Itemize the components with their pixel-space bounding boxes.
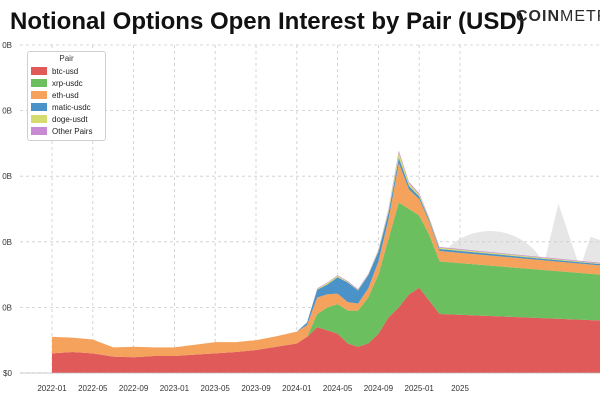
y-tick-label: 0B (2, 172, 12, 181)
area-series-1 (52, 202, 600, 358)
x-tick-label: 2023-05 (201, 384, 231, 393)
x-tick-label: 2024-01 (282, 384, 312, 393)
legend-item: eth-usd (31, 89, 102, 101)
legend-label: Other Pairs (52, 126, 93, 136)
brand-logo-main: COIN (516, 8, 560, 25)
legend-item: Other Pairs (31, 125, 102, 137)
legend-swatch (31, 127, 47, 135)
legend-item: doge-usdt (31, 113, 102, 125)
legend-swatch (31, 103, 47, 111)
legend-item: xrp-usdc (31, 77, 102, 89)
x-tick-label: 2024-05 (323, 384, 353, 393)
y-tick-label: 0B (2, 238, 12, 247)
y-tick-label: 0B (2, 303, 12, 312)
y-tick-label: 0B (2, 107, 12, 116)
legend-item: matic-usdc (31, 101, 102, 113)
legend-swatch (31, 115, 47, 123)
x-tick-label: 2022-05 (78, 384, 108, 393)
legend-title: Pair (59, 54, 74, 63)
x-tick-label: 2024-09 (364, 384, 394, 393)
legend-swatch (31, 91, 47, 99)
legend-swatch (31, 79, 47, 87)
legend-label: xrp-usdc (52, 78, 83, 88)
legend: Pair btc-usd xrp-usdc eth-usd matic-usdc dog… (27, 51, 106, 141)
x-tick-label: 2023-01 (160, 384, 190, 393)
x-axis: 2022-01 2022-05 2022-09 2023-01 2023-05 2023-… (37, 384, 469, 393)
area-series-0 (52, 287, 600, 373)
x-tick-label: 2025 (451, 384, 469, 393)
x-tick-label: 2023-09 (241, 384, 271, 393)
brand-logo: COINMETR (516, 8, 600, 26)
legend-label: eth-usd (52, 90, 79, 100)
x-tick-label: 2022-09 (119, 384, 149, 393)
stacked-areas (20, 150, 600, 374)
brand-logo-tail: METR (560, 8, 600, 25)
y-axis: $0 0B 0B 0B 0B 0B (2, 41, 12, 378)
y-tick-label: 0B (2, 41, 12, 50)
chart-title: Notional Options Open Interest by Pair (… (10, 8, 525, 35)
y-tick-label: $0 (3, 369, 12, 378)
area-series-2 (52, 163, 600, 358)
legend-label: doge-usdt (52, 114, 88, 124)
x-tick-label: 2025-01 (405, 384, 435, 393)
legend-swatch (31, 67, 47, 75)
legend-label: btc-usd (52, 66, 79, 76)
x-tick-label: 2022-01 (37, 384, 67, 393)
legend-items: btc-usd xrp-usdc eth-usd matic-usdc doge-usd… (31, 65, 102, 137)
legend-item: btc-usd (31, 65, 102, 77)
legend-label: matic-usdc (52, 102, 91, 112)
